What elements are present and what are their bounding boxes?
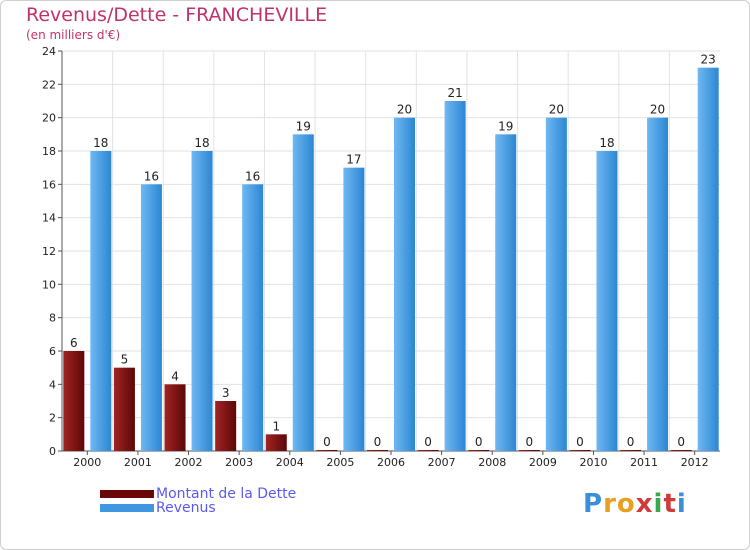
logo-letter: o: [616, 489, 636, 519]
y-tick-label-8: 8: [49, 312, 56, 325]
label-revenue-2011: 20: [650, 103, 665, 117]
legend-label-debt: Montant de la Dette: [156, 486, 297, 502]
label-debt-2012: 0: [677, 435, 685, 449]
bar-debt-2003: [215, 401, 237, 451]
legend-swatch-debt: [100, 490, 154, 498]
label-debt-2005: 0: [323, 435, 331, 449]
x-tick-label-2008: 2008: [478, 456, 506, 469]
bars: [63, 67, 719, 452]
label-debt-2007: 0: [424, 435, 432, 449]
x-tick-label-2011: 2011: [630, 456, 658, 469]
x-tick-label-2001: 2001: [124, 456, 152, 469]
label-revenue-2004: 19: [296, 119, 311, 133]
bar-revenue-2004: [292, 134, 314, 452]
bar-revenue-2008: [495, 134, 517, 452]
bar-revenue-2005: [343, 167, 365, 451]
bar-revenue-2003: [242, 184, 264, 452]
y-tick-label-10: 10: [42, 278, 56, 291]
label-debt-2011: 0: [627, 435, 635, 449]
y-tick-label-18: 18: [42, 145, 56, 158]
label-revenue-2010: 18: [599, 136, 614, 150]
legend-item-debt: Montant de la Dette: [100, 486, 296, 502]
bar-debt-2009: [518, 450, 540, 451]
y-tick-label-6: 6: [49, 345, 56, 358]
x-tick-label-2012: 2012: [681, 456, 709, 469]
label-debt-2000: 6: [70, 336, 78, 350]
bar-revenue-2002: [191, 151, 213, 451]
logo-letter: t: [663, 489, 677, 519]
label-revenue-2001: 16: [144, 169, 159, 183]
bar-debt-2006: [367, 450, 388, 451]
bar-revenue-2007: [444, 101, 466, 451]
bar-debt-2005: [316, 450, 338, 451]
legend-label-revenue: Revenus: [156, 500, 216, 516]
label-debt-2010: 0: [576, 435, 584, 449]
logo-letter: x: [635, 489, 654, 519]
x-tick-label-2006: 2006: [377, 456, 405, 469]
label-debt-2006: 0: [374, 435, 382, 449]
y-tick-label-22: 22: [42, 78, 56, 91]
bar-debt-2008: [468, 450, 490, 451]
x-tick-label-2004: 2004: [276, 456, 304, 469]
label-revenue-2006: 20: [397, 103, 412, 117]
x-tick-label-2000: 2000: [73, 456, 101, 469]
bar-revenue-2006: [394, 117, 415, 452]
bar-debt-2010: [569, 450, 591, 451]
bar-debt-2004: [265, 434, 287, 451]
x-tick-label-2009: 2009: [529, 456, 557, 469]
chart-title: Revenus/Dette - FRANCHEVILLE: [26, 4, 328, 26]
x-tick-label-2007: 2007: [428, 456, 456, 469]
label-revenue-2000: 18: [93, 136, 108, 150]
y-tick-label-24: 24: [42, 45, 56, 58]
proxiti-logo: Proxiti: [583, 489, 687, 519]
label-debt-2009: 0: [526, 435, 534, 449]
y-tick-label-14: 14: [42, 212, 56, 225]
bar-revenue-2009: [545, 117, 567, 452]
label-revenue-2007: 21: [447, 86, 462, 100]
legend-item-revenue: Revenus: [100, 500, 216, 516]
bar-revenue-2001: [140, 184, 162, 452]
label-debt-2001: 5: [121, 353, 129, 367]
y-tick-label-12: 12: [42, 245, 56, 258]
logo-letter: P: [583, 489, 604, 519]
bar-debt-2011: [620, 450, 642, 451]
y-tick-label-2: 2: [49, 412, 56, 425]
y-tick-label-16: 16: [42, 178, 56, 191]
label-revenue-2008: 19: [498, 119, 513, 133]
y-tick-label-4: 4: [49, 378, 56, 391]
x-tick-label-2005: 2005: [326, 456, 354, 469]
label-debt-2008: 0: [475, 435, 483, 449]
bar-revenue-2000: [90, 151, 112, 451]
bar-debt-2012: [670, 450, 692, 451]
label-revenue-2003: 16: [245, 169, 260, 183]
label-revenue-2009: 20: [549, 103, 564, 117]
bar-revenue-2012: [697, 67, 719, 452]
y-tick-label-20: 20: [42, 112, 56, 125]
bar-debt-2000: [63, 351, 85, 451]
y-tick-label-0: 0: [49, 445, 56, 458]
label-debt-2003: 3: [222, 386, 230, 400]
x-tick-label-2003: 2003: [225, 456, 253, 469]
chart-subtitle: (en milliers d'€): [26, 28, 121, 42]
bar-debt-2001: [113, 367, 135, 451]
label-debt-2004: 1: [272, 419, 280, 433]
bar-debt-2002: [164, 384, 186, 451]
logo-letter: i: [676, 489, 687, 519]
bar-revenue-2011: [647, 117, 669, 452]
label-revenue-2002: 18: [194, 136, 209, 150]
x-tick-label-2002: 2002: [175, 456, 203, 469]
logo-letter: r: [603, 489, 617, 519]
bar-revenue-2010: [596, 151, 618, 451]
label-revenue-2012: 23: [701, 53, 716, 67]
label-debt-2002: 4: [171, 369, 179, 383]
logo-letter: i: [653, 489, 664, 519]
data-labels: 6 18 5 16 4 18 3 16 1 19 0 17 0 20 0 21 0 19 0 20 0 18 0 20 0 23: [70, 53, 716, 449]
bar-debt-2007: [417, 450, 439, 451]
label-revenue-2005: 17: [346, 153, 361, 167]
x-tick-label-2010: 2010: [579, 456, 607, 469]
legend-swatch-revenue: [100, 504, 154, 512]
